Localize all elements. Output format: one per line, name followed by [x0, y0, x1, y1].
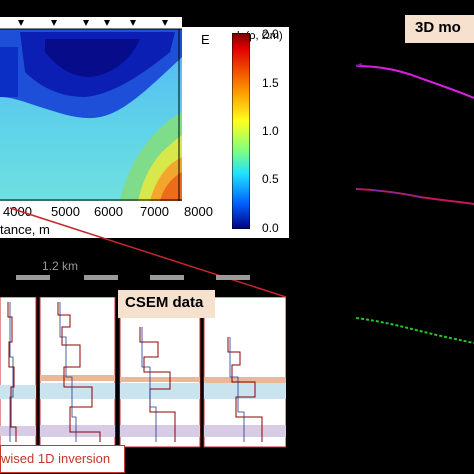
x-axis-label: tance, m [0, 222, 50, 237]
csem-data-label: CSEM data [125, 294, 204, 311]
scale-bar-segment [84, 275, 118, 280]
model-3d-title: 3D mo [415, 19, 461, 36]
connector-line [9, 207, 287, 298]
x-tick-label: 8000 [184, 204, 213, 219]
scale-bar-label: 1.2 km [42, 259, 79, 273]
log-panel [119, 297, 201, 448]
resistivity-section-image [0, 17, 182, 201]
colorbar [232, 33, 250, 229]
log-panel [39, 297, 116, 448]
scale-bar-segment [150, 275, 184, 280]
colorbar-tick-label: 1.5 [262, 76, 279, 90]
east-direction-label: E [201, 32, 210, 47]
inversion-label: wised 1D inversion [1, 451, 111, 466]
magenta-profile-line [355, 65, 474, 99]
model-3d-title-box: 3D mo [405, 15, 474, 43]
x-tick-label: 6000 [94, 204, 123, 219]
green-profile-line [355, 317, 474, 344]
colorbar-tick-label: 2.0 [262, 27, 279, 41]
csem-data-label-box: CSEM data [118, 290, 215, 318]
colorbar-tick-label: 1.0 [262, 124, 279, 138]
x-tick-label: 5000 [51, 204, 80, 219]
scale-bar-segment [16, 275, 50, 280]
x-tick-label: 7000 [140, 204, 169, 219]
inversion-label-box: wised 1D inversion [0, 445, 125, 473]
colorbar-tick-label: 0.0 [262, 221, 279, 235]
well-log-panels [0, 297, 286, 448]
log-panel [203, 297, 286, 448]
red-profile-line [355, 188, 474, 205]
scale-bar-segment [216, 275, 250, 280]
log-panel [0, 297, 37, 448]
colorbar-tick-label: 0.5 [262, 172, 279, 186]
